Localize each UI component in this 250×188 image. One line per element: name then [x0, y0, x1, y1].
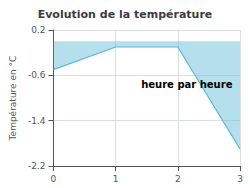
svg-text:0.2: 0.2: [31, 25, 45, 35]
svg-text:-0.6: -0.6: [28, 70, 46, 80]
svg-text:2: 2: [175, 174, 181, 184]
svg-text:-2.2: -2.2: [28, 161, 46, 171]
svg-text:-1.4: -1.4: [28, 116, 46, 126]
svg-text:1: 1: [113, 174, 119, 184]
svg-text:heure par heure: heure par heure: [141, 79, 232, 90]
svg-text:Température en °C: Température en °C: [8, 56, 18, 142]
svg-text:0: 0: [51, 174, 57, 184]
svg-text:Evolution de la température: Evolution de la température: [38, 8, 213, 21]
svg-text:3: 3: [237, 174, 243, 184]
